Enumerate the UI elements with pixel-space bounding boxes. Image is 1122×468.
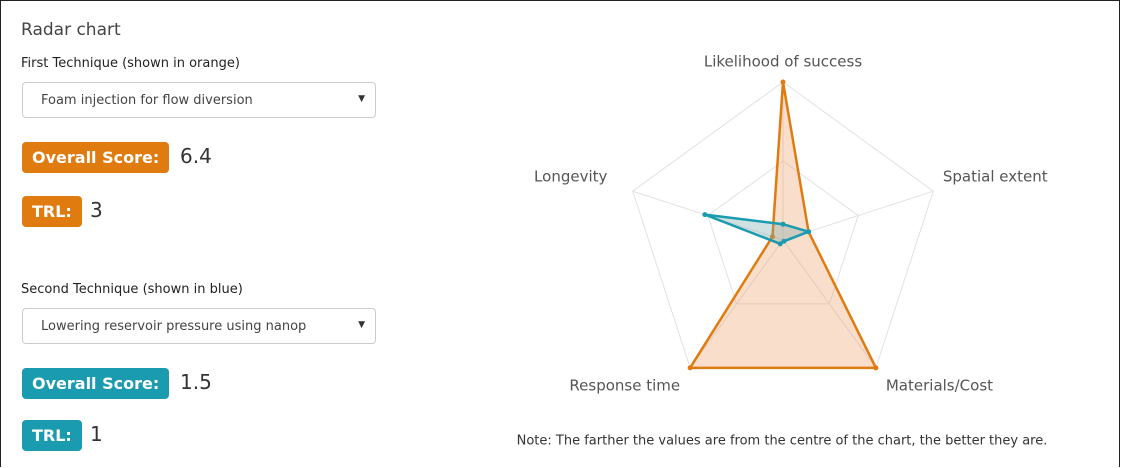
series-point (781, 238, 787, 244)
first-selected: Foam injection for flow diversion (41, 93, 253, 108)
series-point (687, 365, 693, 371)
axis-label: Spatial extent (943, 168, 1048, 186)
axis-label: Response time (569, 376, 680, 394)
second-selected: Lowering reservoir pressure using nanop (41, 319, 307, 334)
second-select[interactable]: Lowering reservoir pressure using nanop ▼ (22, 308, 376, 344)
grid-ring (707, 160, 859, 305)
second-score-badge: Overall Score: (22, 368, 170, 399)
series-point (806, 229, 812, 235)
series-point (702, 212, 708, 218)
dropdown-arrow: ▼ (358, 94, 365, 104)
axis-label: Materials/Cost (886, 376, 993, 394)
first-label: First Technique (shown in orange) (21, 56, 240, 71)
first-trl: 3 (90, 198, 103, 222)
panel-title: Radar chart (21, 20, 121, 40)
first-score-badge: Overall Score: (22, 142, 170, 173)
first-score: 6.4 (180, 144, 212, 168)
first-select[interactable]: Foam injection for flow diversion ▼ (22, 82, 376, 118)
second-score: 1.5 (180, 370, 212, 394)
second-label: Second Technique (shown in blue) (21, 282, 243, 297)
axis-spoke (782, 239, 877, 369)
dropdown-arrow: ▼ (358, 320, 365, 330)
first-trl-badge: TRL: (22, 196, 82, 227)
series-point (780, 221, 786, 227)
axis-label: Longevity (534, 168, 607, 186)
series-point (780, 79, 786, 85)
series-point (873, 365, 879, 371)
axis-label: Likelihood of success (704, 53, 862, 71)
axis-spoke (689, 239, 784, 369)
series-point (777, 241, 783, 247)
second-trl-badge: TRL: (22, 420, 82, 451)
second-trl: 1 (90, 422, 103, 446)
chart-note: Note: The farther the values are from th… (517, 434, 1048, 449)
series-point (769, 234, 775, 240)
